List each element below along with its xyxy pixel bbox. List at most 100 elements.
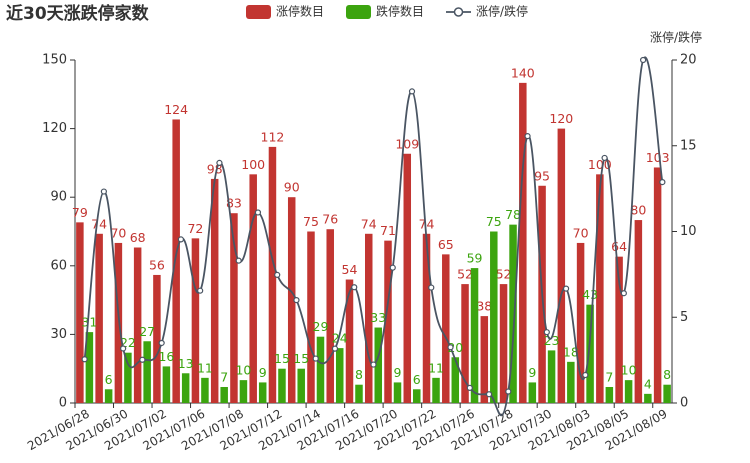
line-point [197, 287, 204, 294]
line-point [447, 344, 454, 351]
line-point [81, 356, 88, 363]
value-label: 38 [476, 299, 492, 314]
value-label: 90 [284, 180, 300, 195]
line-point [100, 188, 107, 195]
value-label: 74 [419, 216, 435, 231]
bar [509, 224, 517, 403]
bar [432, 377, 440, 403]
value-label: 18 [563, 344, 579, 359]
legend-label: 涨停数目 [276, 4, 324, 19]
value-label: 29 [313, 319, 329, 334]
value-label: 79 [72, 205, 88, 220]
value-label: 11 [197, 360, 213, 375]
y2-tick-label: 0 [680, 396, 688, 411]
bar [576, 242, 585, 403]
bar [644, 393, 652, 403]
value-label: 140 [511, 65, 535, 80]
bar [470, 268, 479, 403]
value-label: 56 [149, 257, 165, 272]
y-tick-label: 150 [42, 53, 67, 68]
bar [104, 389, 113, 403]
y-tick-label: 0 [59, 396, 67, 411]
value-label: 76 [322, 212, 338, 227]
bar [528, 382, 537, 403]
bar [85, 332, 94, 403]
line-point [274, 271, 281, 278]
legend-swatch [246, 5, 271, 19]
value-label: 109 [395, 136, 419, 151]
line-point [216, 159, 223, 166]
line-point [582, 371, 589, 379]
bar [153, 274, 161, 403]
bar [316, 336, 325, 403]
line-point [640, 56, 647, 64]
value-label: 16 [158, 349, 174, 364]
bar [557, 128, 566, 403]
value-label: 8 [663, 367, 671, 382]
bar [634, 220, 643, 403]
line-point [601, 154, 608, 162]
bar [143, 341, 151, 403]
value-label: 100 [241, 157, 265, 172]
bar [624, 380, 633, 403]
line-point [659, 179, 666, 186]
value-label: 6 [105, 372, 113, 387]
legend-item: 跌停数目 [346, 4, 424, 19]
line-point [466, 384, 473, 392]
bar [365, 233, 373, 403]
value-label: 70 [573, 225, 589, 240]
value-label: 52 [457, 267, 473, 282]
legend-item: 涨停数目 [246, 4, 324, 19]
legend-swatch [346, 5, 371, 19]
bar [220, 386, 228, 403]
bar [287, 197, 296, 403]
bar [278, 368, 286, 403]
value-label: 9 [528, 365, 536, 380]
bar [499, 284, 508, 403]
y-tick-label: 120 [42, 121, 67, 136]
bar [596, 174, 604, 403]
value-label: 10 [235, 363, 251, 378]
bar [490, 231, 498, 403]
bar [451, 357, 460, 403]
y-tick-label: 90 [50, 190, 67, 205]
value-label: 54 [342, 262, 358, 277]
value-label: 43 [582, 287, 598, 302]
line-point [485, 391, 493, 398]
line-point [235, 257, 242, 264]
value-label: 24 [332, 331, 348, 346]
value-label: 15 [293, 351, 309, 366]
y2-axis-title: 涨停/跌停 [650, 30, 702, 45]
value-label: 33 [370, 310, 386, 325]
line-point [543, 329, 550, 336]
bar [547, 350, 556, 403]
bar [249, 174, 257, 403]
bar [519, 82, 527, 403]
value-label: 78 [505, 207, 521, 222]
value-label: 95 [534, 168, 550, 183]
bar [191, 238, 200, 403]
value-label: 80 [630, 203, 646, 218]
value-label: 15 [274, 351, 290, 366]
bar [297, 368, 305, 403]
line-point [505, 388, 512, 395]
value-label: 10 [621, 363, 637, 378]
bar [653, 167, 662, 403]
value-label: 11 [428, 360, 444, 375]
value-label: 31 [81, 315, 97, 330]
y2-tick-label: 15 [680, 138, 697, 153]
bar [230, 213, 238, 403]
bar [133, 247, 142, 403]
y2-tick-label: 10 [680, 224, 697, 239]
value-label: 103 [646, 150, 670, 165]
value-label: 72 [187, 221, 203, 236]
value-label: 4 [644, 376, 652, 391]
line-point [158, 339, 165, 347]
line-point [293, 297, 300, 304]
value-label: 74 [361, 216, 377, 231]
value-label: 8 [355, 367, 363, 382]
line-point [389, 264, 396, 271]
y-tick-label: 60 [50, 258, 67, 273]
y2-tick-label: 5 [680, 310, 688, 325]
line-point [562, 285, 570, 292]
